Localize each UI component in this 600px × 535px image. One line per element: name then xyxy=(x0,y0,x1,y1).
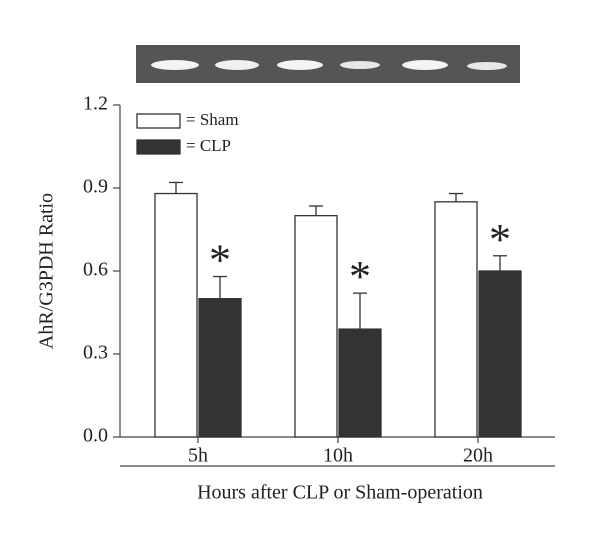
gel-band xyxy=(151,60,199,70)
bar xyxy=(338,328,382,438)
significance-marker: * xyxy=(209,236,231,285)
y-tick-label: 1.2 xyxy=(83,93,108,115)
gel-band xyxy=(277,60,323,70)
y-tick-label: 0.6 xyxy=(83,259,108,281)
significance-marker: * xyxy=(489,215,511,264)
legend-swatch xyxy=(136,139,181,155)
y-axis-label: AhR/G3PDH Ratio xyxy=(36,193,58,349)
bar xyxy=(434,201,478,438)
gel-band xyxy=(215,60,259,70)
gel-band xyxy=(402,60,448,70)
bar xyxy=(154,192,198,438)
y-tick-label: 0.0 xyxy=(83,425,108,447)
x-tick-label: 5h xyxy=(188,445,208,467)
x-tick-label: 10h xyxy=(323,445,353,467)
bar xyxy=(294,215,338,438)
legend-label: = Sham xyxy=(186,110,239,129)
y-tick-label: 0.3 xyxy=(83,342,108,364)
gel-band xyxy=(467,62,507,70)
gel-image xyxy=(136,45,520,83)
bar xyxy=(198,298,242,438)
y-tick-label: 0.9 xyxy=(83,176,108,198)
gel-background xyxy=(136,45,520,83)
legend-swatch xyxy=(136,113,181,129)
legend-label: = CLP xyxy=(186,136,231,155)
bar xyxy=(478,270,522,438)
significance-marker: * xyxy=(349,252,371,301)
gel-band xyxy=(340,61,380,69)
x-axis-label: Hours after CLP or Sham-operation xyxy=(197,482,483,504)
x-tick-label: 20h xyxy=(463,445,493,467)
